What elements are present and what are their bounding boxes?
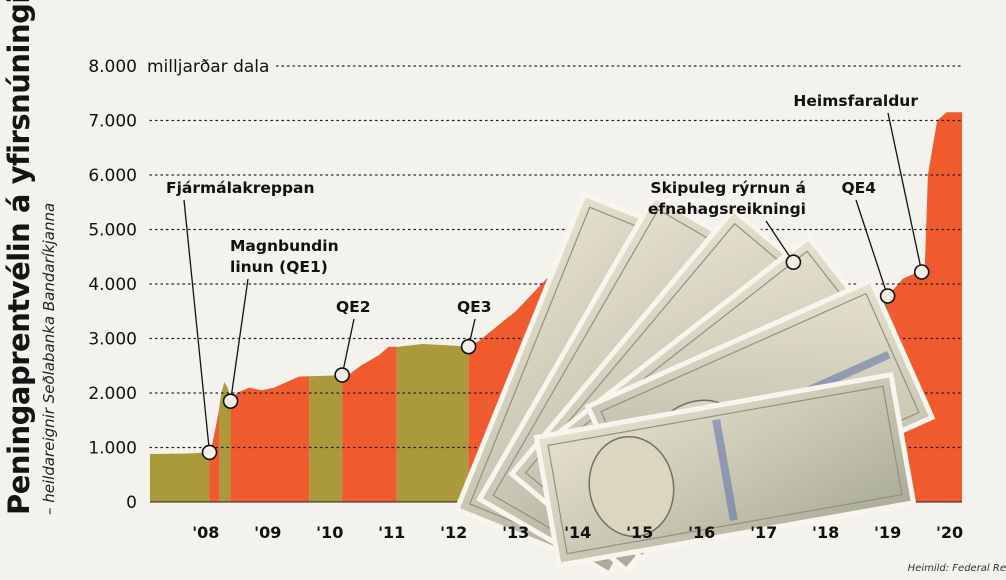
y-tick-label: 5.000 bbox=[88, 221, 137, 241]
annotation-label: QE4 bbox=[841, 179, 876, 197]
area-band-4 bbox=[230, 376, 310, 502]
annotation-label: efnahagsreikningi bbox=[648, 200, 806, 218]
x-tick-label: '18 bbox=[812, 523, 839, 542]
event-marker bbox=[222, 393, 239, 409]
x-tick-label: '09 bbox=[254, 523, 281, 542]
annotation-label: Magnbundin bbox=[230, 237, 339, 255]
y-axis-ticks: 0 1.000 2.000 3.000 4.000 5.000 6.000 7.000 8.00… bbox=[88, 54, 273, 513]
portrait-oval bbox=[588, 435, 675, 538]
y-tick-label: 2.000 bbox=[88, 384, 137, 404]
annotation-label: linun (QE1) bbox=[230, 258, 328, 276]
event-marker bbox=[879, 288, 896, 304]
unit-label-bg bbox=[143, 54, 273, 78]
x-tick-label: '12 bbox=[440, 523, 467, 542]
x-tick-label: '10 bbox=[316, 523, 343, 542]
y-tick-label: 0 bbox=[126, 493, 137, 513]
y-tick-label: 8.000 bbox=[88, 57, 137, 77]
area-band-1 bbox=[150, 452, 210, 502]
annotation-label: Fjármálakreppan bbox=[166, 179, 315, 197]
x-tick-label: '19 bbox=[874, 523, 901, 542]
area-band-5 bbox=[309, 375, 343, 502]
x-tick-label: '11 bbox=[378, 523, 405, 542]
x-tick-label: '16 bbox=[688, 523, 715, 542]
leader-line bbox=[887, 112, 923, 273]
annotation-label: Heimsfaraldur bbox=[793, 92, 918, 110]
security-strip bbox=[712, 419, 738, 521]
y-tick-label: 7.000 bbox=[88, 112, 137, 132]
area-band-3 bbox=[219, 382, 231, 502]
annotations: Fjármálakreppan Magnbundin linun (QE1) QE2 Q… bbox=[166, 92, 930, 461]
x-tick-label: '15 bbox=[626, 523, 653, 542]
leader-line bbox=[765, 220, 794, 263]
unit-label: milljarðar dala bbox=[147, 57, 269, 77]
annotation-label: QE3 bbox=[457, 298, 492, 316]
event-marker bbox=[334, 367, 350, 383]
leader-line bbox=[341, 318, 355, 376]
chart-title: Peningaprentvélin á yfirsnúningi bbox=[2, 0, 36, 515]
y-tick-label: 6.000 bbox=[88, 166, 137, 186]
x-tick-label: '08 bbox=[192, 523, 219, 542]
x-tick-label: '17 bbox=[750, 523, 777, 542]
leader-line bbox=[229, 278, 249, 402]
area-band-7 bbox=[396, 344, 469, 502]
leader-line bbox=[183, 199, 211, 453]
event-marker bbox=[201, 444, 218, 461]
event-marker bbox=[460, 338, 477, 355]
banknotes-illustration bbox=[453, 191, 936, 578]
area-band-6 bbox=[342, 346, 397, 502]
banknote bbox=[533, 371, 917, 569]
event-marker bbox=[785, 254, 802, 271]
x-tick-label: '14 bbox=[564, 523, 591, 542]
x-axis-ticks: '08 '09 '10 '11 '12 '13 '14 '15 '16 '17 '18 '19 '20 bbox=[192, 523, 963, 542]
y-tick-label: 4.000 bbox=[88, 275, 137, 295]
banknote-border bbox=[547, 385, 903, 555]
y-tick-label: 3.000 bbox=[88, 330, 137, 350]
chart-subtitle: – heildareignir Seðlabanka Bandaríkjanna bbox=[40, 202, 58, 515]
leader-line bbox=[855, 199, 889, 297]
event-marker bbox=[913, 264, 930, 280]
y-tick-label: 1.000 bbox=[88, 439, 137, 459]
annotation-label: QE2 bbox=[336, 298, 371, 316]
annotation-label: Skipuleg rýrnun á bbox=[650, 179, 806, 197]
source-note: Heimild: Federal Re bbox=[907, 563, 1006, 574]
x-tick-label: '20 bbox=[936, 523, 963, 542]
x-tick-label: '13 bbox=[502, 523, 529, 542]
